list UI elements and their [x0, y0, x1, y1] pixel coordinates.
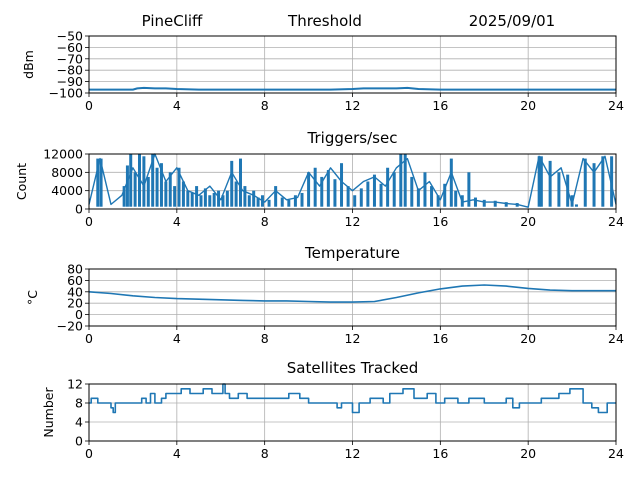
y-tick-label: 8 — [75, 396, 83, 411]
x-tick-label: 8 — [261, 98, 269, 113]
x-tick-label: 8 — [261, 214, 269, 229]
x-tick-label: 20 — [520, 446, 536, 461]
x-tick-label: 4 — [173, 331, 181, 346]
y-tick-label: 0 — [75, 307, 83, 322]
x-tick-label: 4 — [173, 446, 181, 461]
station-label: PineCliff — [142, 12, 203, 30]
y-tick-label: 0 — [75, 434, 83, 449]
x-tick-label: 0 — [85, 446, 93, 461]
x-tick-label: 24 — [608, 446, 624, 461]
chart-panel-2: 0 4 8 12 16 20 24 0 4000 8000 12000 Triggers/sec Cou… — [14, 129, 624, 229]
x-tick-label: 12 — [345, 446, 361, 461]
x-tick-label: 24 — [608, 331, 624, 346]
x-tick-label: 20 — [520, 98, 536, 113]
y-tick-label: −100 — [49, 86, 83, 101]
data-series-line — [88, 284, 616, 303]
x-tick-label: 4 — [173, 214, 181, 229]
data-series-line — [89, 86, 616, 91]
x-tick-label: 20 — [520, 214, 536, 229]
x-tick-label: 12 — [345, 214, 361, 229]
y-tick-label: 60 — [67, 273, 83, 288]
x-tick-label: 24 — [608, 214, 624, 229]
y-tick-label: 4 — [75, 415, 83, 430]
y-tick-label: −60 — [57, 40, 83, 55]
y-tick-label: −90 — [57, 74, 83, 89]
y-tick-label: −20 — [57, 319, 83, 334]
data-series-line — [89, 383, 616, 414]
panel-title: Triggers/sec — [307, 129, 398, 147]
x-tick-label: 16 — [432, 214, 448, 229]
figure-title: Threshold — [287, 12, 362, 30]
x-tick-label: 16 — [432, 331, 448, 346]
y-tick-label: 20 — [67, 296, 83, 311]
y-axis-label: Number — [41, 387, 56, 438]
date-label: 2025/09/01 — [469, 12, 555, 30]
x-tick-label: 4 — [173, 98, 181, 113]
x-tick-label: 0 — [85, 214, 93, 229]
y-axis-label: Count — [14, 163, 29, 200]
x-tick-label: 0 — [85, 98, 93, 113]
x-tick-label: 8 — [261, 446, 269, 461]
y-tick-label: −80 — [57, 63, 83, 78]
y-tick-label: 0 — [75, 202, 83, 217]
y-axis-label: °C — [25, 290, 40, 305]
x-tick-label: 0 — [85, 331, 93, 346]
panel-title: Temperature — [304, 244, 400, 262]
x-tick-label: 24 — [608, 98, 624, 113]
x-tick-label: 12 — [345, 98, 361, 113]
y-tick-label: 8000 — [51, 165, 83, 180]
y-tick-label: 12 — [67, 377, 83, 392]
x-tick-label: 16 — [432, 98, 448, 113]
chart-panel-4: 0 4 8 12 16 20 24 0 4 8 12 Satellites Tracked Number — [41, 359, 624, 461]
panel-title: Satellites Tracked — [287, 359, 418, 377]
y-tick-label: 4000 — [51, 183, 83, 198]
y-tick-label: 12000 — [43, 147, 83, 162]
chart-panels: 0 4 8 12 16 20 24 −100−90−80−70−60−50 dBm 0 4 8 12 16… — [14, 29, 624, 462]
y-tick-label: −50 — [57, 29, 83, 44]
y-axis-label: dBm — [21, 50, 36, 79]
y-tick-label: 80 — [67, 262, 83, 277]
y-tick-label: −70 — [57, 51, 83, 66]
x-tick-label: 8 — [261, 331, 269, 346]
x-tick-label: 20 — [520, 331, 536, 346]
x-tick-label: 16 — [432, 446, 448, 461]
x-tick-label: 12 — [345, 331, 361, 346]
y-tick-label: 40 — [67, 284, 83, 299]
data-series-line — [88, 153, 617, 208]
chart-panel-1: 0 4 8 12 16 20 24 −100−90−80−70−60−50 dBm — [21, 29, 624, 114]
